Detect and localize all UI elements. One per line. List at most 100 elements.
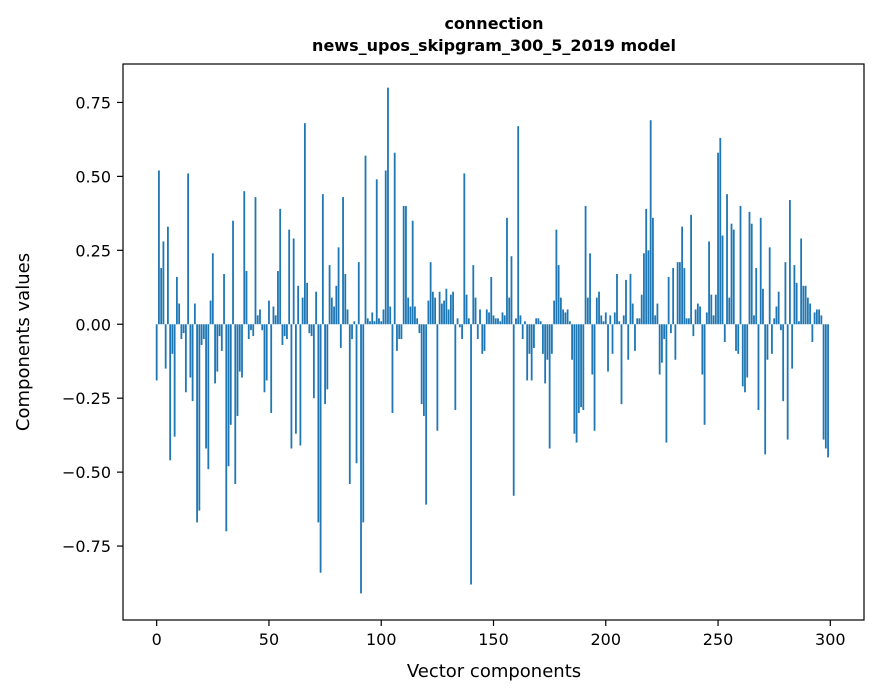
bar-component-46 [259, 309, 261, 325]
bar-component-184 [568, 321, 571, 325]
bar-component-196 [595, 297, 598, 325]
bar-component-217 [643, 253, 645, 325]
bar-component-109 [400, 324, 403, 340]
bar-component-182 [564, 312, 567, 325]
bar-component-27 [216, 324, 219, 372]
bar-component-124 [434, 297, 437, 325]
bar-component-246 [708, 241, 710, 325]
bar-component-259 [737, 324, 740, 354]
bar-component-238 [690, 214, 692, 325]
bar-component-157 [508, 297, 511, 325]
bar-component-73 [319, 324, 322, 573]
bar-component-151 [494, 318, 497, 325]
bar-component-296 [820, 315, 823, 325]
bar-component-187 [575, 324, 578, 443]
y-tick-label: −0.25 [62, 389, 111, 408]
bar-component-20 [200, 324, 203, 345]
chart-title: connection [444, 14, 543, 33]
bar-component-222 [654, 315, 657, 325]
bar-component-204 [613, 312, 616, 325]
y-tick-label: 0.75 [75, 93, 111, 112]
bar-component-71 [315, 291, 318, 325]
bar-component-67 [306, 282, 309, 325]
bar-component-158 [510, 256, 513, 325]
bar-component-94 [366, 318, 369, 325]
bar-component-117 [418, 324, 421, 334]
bar-component-279 [782, 324, 785, 402]
bar-component-257 [732, 229, 735, 325]
bar-component-89 [355, 324, 358, 464]
bar-component-269 [759, 217, 762, 325]
bar-component-9 [175, 276, 178, 325]
bar-component-148 [488, 312, 490, 325]
bar-component-261 [741, 324, 744, 387]
bar-component-132 [452, 291, 454, 325]
bar-component-87 [351, 324, 353, 340]
bar-component-254 [726, 194, 728, 325]
plot-frame [122, 63, 865, 621]
bar-component-152 [497, 318, 499, 325]
bar-component-10 [178, 303, 181, 325]
bar-component-145 [481, 324, 484, 354]
bar-component-263 [746, 324, 749, 378]
bar-component-221 [652, 217, 654, 325]
bar-component-286 [797, 321, 800, 325]
bar-component-45 [256, 315, 259, 325]
bar-component-273 [768, 247, 771, 325]
bar-component-44 [254, 197, 257, 325]
bar-component-58 [286, 324, 288, 340]
bar-component-36 [236, 324, 239, 416]
bar-component-31 [225, 324, 228, 532]
bar-component-60 [290, 324, 293, 449]
bar-component-85 [346, 309, 349, 325]
bar-component-72 [317, 324, 320, 523]
bar-component-159 [512, 324, 515, 496]
y-axis-title: Components values [13, 253, 34, 431]
bar-component-192 [586, 297, 589, 325]
bar-component-106 [393, 152, 396, 325]
y-tick-label: −0.50 [62, 463, 111, 482]
bar-component-130 [447, 309, 450, 325]
bar-component-170 [537, 318, 540, 325]
bar-component-55 [279, 208, 282, 325]
bar-component-91 [360, 324, 362, 594]
bar-component-156 [506, 217, 508, 325]
bar-component-150 [492, 315, 495, 325]
x-tick-label: 200 [590, 630, 621, 649]
bar-component-214 [636, 318, 639, 325]
bar-component-136 [461, 324, 463, 340]
bar-component-25 [211, 253, 214, 325]
bar-component-92 [362, 324, 365, 523]
bar-component-62 [295, 324, 297, 434]
bar-component-265 [750, 223, 753, 325]
bar-component-172 [542, 324, 544, 354]
bar-component-206 [618, 321, 621, 325]
bar-component-131 [449, 294, 452, 325]
bar-component-96 [371, 312, 374, 325]
bar-component-28 [218, 324, 221, 337]
bar-component-168 [533, 324, 535, 348]
bar-component-105 [391, 324, 394, 413]
bar-component-4 [164, 324, 167, 369]
bar-component-224 [658, 324, 661, 375]
bar-component-198 [600, 315, 603, 325]
bar-component-84 [344, 273, 347, 325]
bar-component-61 [292, 238, 295, 325]
bar-component-51 [270, 324, 273, 413]
bar-component-231 [674, 324, 677, 360]
y-tick-label: 0.25 [75, 241, 111, 260]
bar-component-212 [631, 303, 634, 325]
bar-component-83 [342, 197, 344, 325]
bar-component-228 [667, 276, 670, 325]
bar-component-98 [375, 179, 378, 325]
bar-component-37 [238, 324, 241, 372]
bar-component-16 [191, 324, 194, 402]
bar-component-115 [414, 306, 416, 325]
bar-component-99 [378, 318, 380, 325]
bar-component-66 [303, 123, 306, 325]
bar-component-48 [263, 324, 266, 393]
bar-component-77 [328, 265, 331, 325]
bar-component-299 [827, 324, 829, 458]
bar-component-30 [223, 273, 225, 325]
bar-component-166 [528, 324, 531, 354]
